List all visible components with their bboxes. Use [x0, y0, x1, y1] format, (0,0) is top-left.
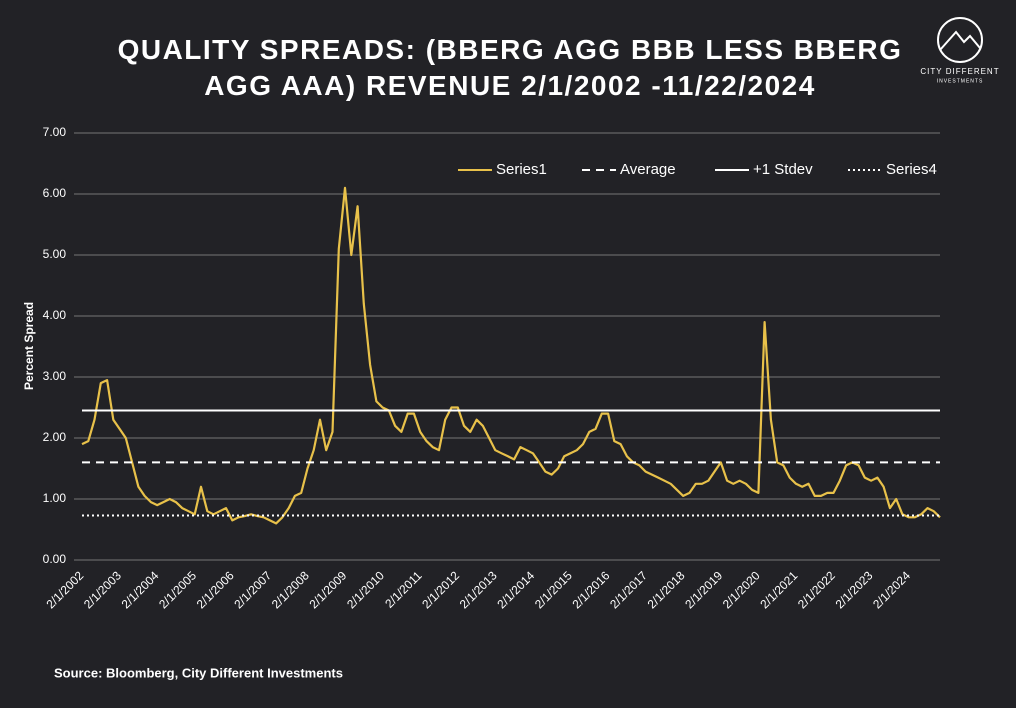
legend-label: Series1 — [496, 161, 547, 178]
x-tick-label: 2/1/2011 — [382, 568, 425, 611]
x-tick-label: 2/1/2003 — [81, 568, 124, 611]
x-tick-label: 2/1/2016 — [570, 568, 613, 611]
x-tick-label: 2/1/2014 — [494, 568, 537, 611]
x-tick-label: 2/1/2005 — [156, 568, 199, 611]
x-tick-label: 2/1/2002 — [43, 568, 86, 611]
legend-label: Series4 — [886, 161, 937, 178]
x-tick-label: 2/1/2008 — [269, 568, 312, 611]
x-tick-label: 2/1/2013 — [457, 568, 500, 611]
logo-icon — [937, 17, 983, 63]
y-axis-label: Percent Spread — [22, 302, 36, 390]
y-tick-label: 5.00 — [43, 247, 67, 261]
x-tick-label: 2/1/2015 — [532, 568, 575, 611]
logo-sub: INVESTMENTS — [937, 78, 984, 84]
x-tick-label: 2/1/2009 — [306, 568, 349, 611]
legend-label: Average — [620, 161, 676, 178]
y-tick-label: 0.00 — [43, 552, 67, 566]
chart-title: QUALITY SPREADS: (BBERG AGG BBB LESS BBE… — [117, 34, 903, 101]
x-tick-label: 2/1/2004 — [119, 568, 162, 611]
x-tick-label: 2/1/2006 — [194, 568, 237, 611]
series-line — [81, 186, 941, 525]
y-tick-label: 1.00 — [43, 491, 67, 505]
x-tick-label: 2/1/2022 — [795, 568, 838, 611]
source-note: Source: Bloomberg, City Different Invest… — [54, 665, 343, 680]
x-tick-label: 2/1/2024 — [870, 568, 913, 611]
y-tick-label: 4.00 — [43, 308, 67, 322]
x-tick-label: 2/1/2012 — [419, 568, 462, 611]
x-tick-label: 2/1/2020 — [720, 568, 763, 611]
x-tick-label: 2/1/2017 — [607, 568, 650, 611]
x-tick-label: 2/1/2023 — [833, 568, 876, 611]
legend-label: +1 Stdev — [753, 161, 813, 178]
x-tick-label: 2/1/2021 — [757, 568, 800, 611]
y-tick-label: 3.00 — [43, 369, 67, 383]
y-tick-label: 6.00 — [43, 186, 67, 200]
x-tick-label: 2/1/2007 — [231, 568, 274, 611]
x-tick-label: 2/1/2018 — [645, 568, 688, 611]
x-tick-label: 2/1/2019 — [682, 568, 725, 611]
y-tick-label: 2.00 — [43, 430, 67, 444]
logo-name: CITY DIFFERENT — [920, 67, 999, 76]
x-tick-label: 2/1/2010 — [344, 568, 387, 611]
y-tick-label: 7.00 — [43, 125, 67, 139]
